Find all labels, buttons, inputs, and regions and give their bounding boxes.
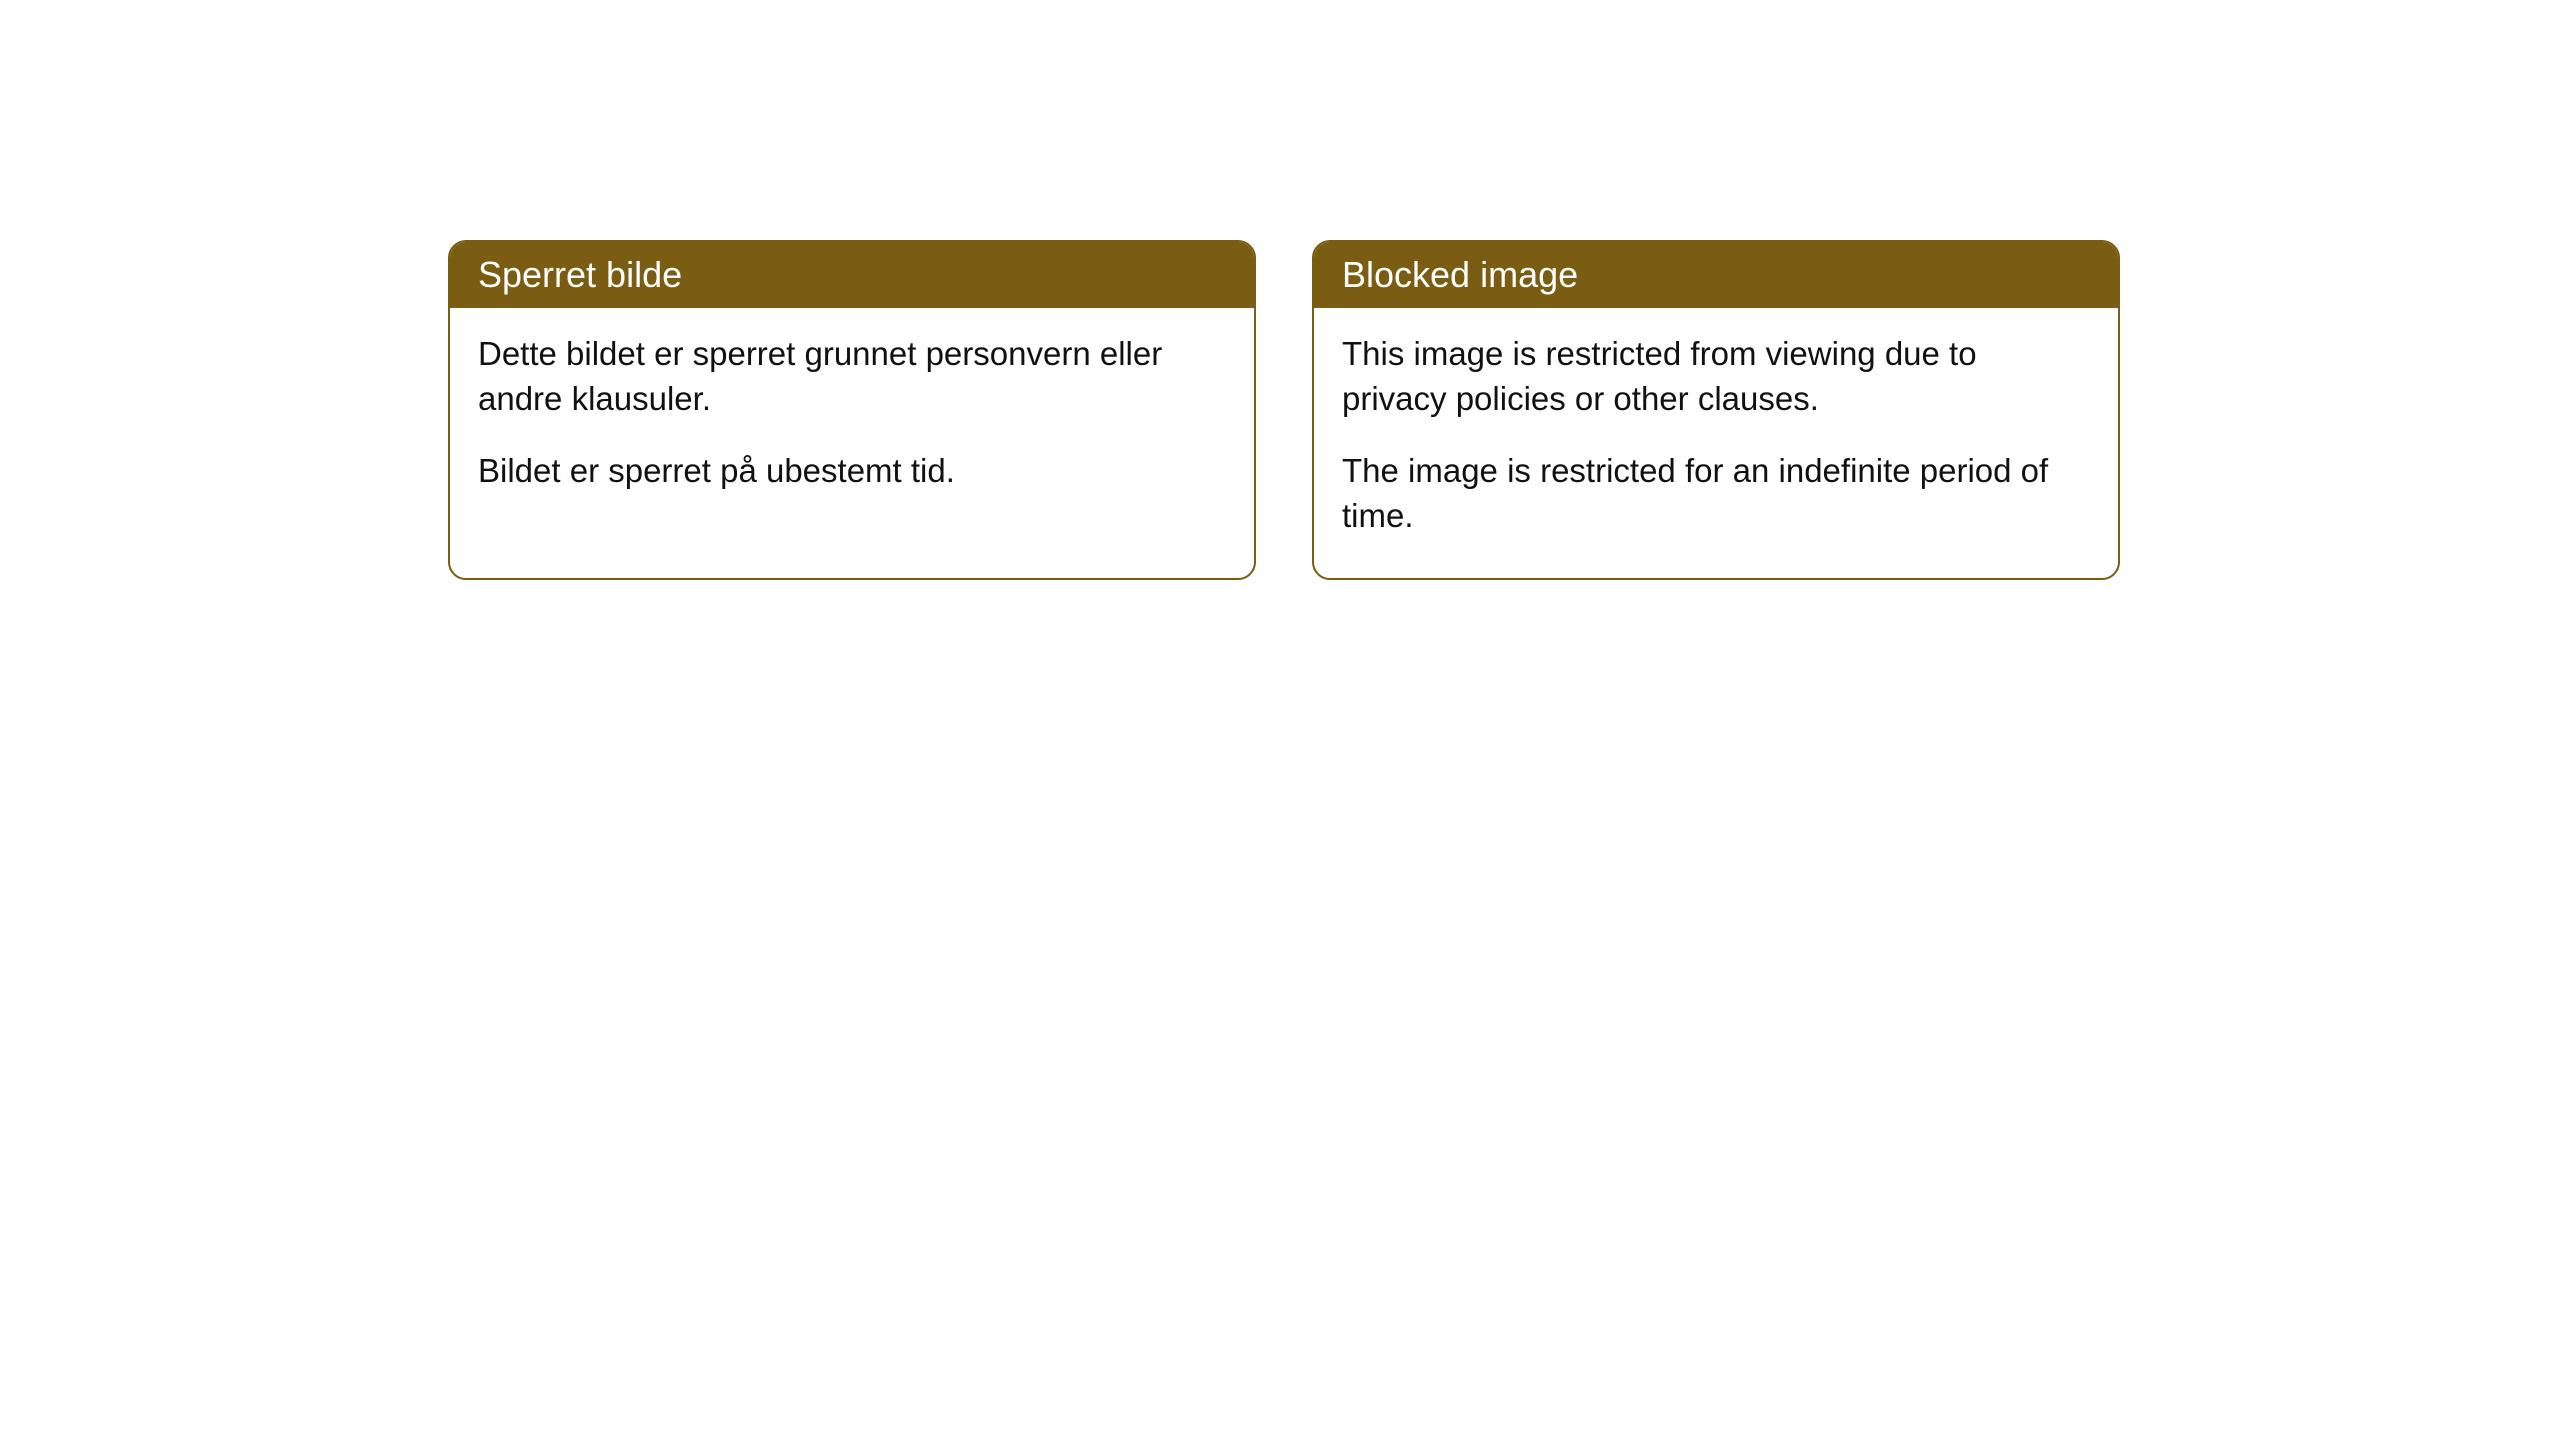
notice-cards-container: Sperret bilde Dette bildet er sperret gr… — [448, 240, 2120, 580]
card-header: Blocked image — [1314, 242, 2118, 308]
blocked-image-card-norwegian: Sperret bilde Dette bildet er sperret gr… — [448, 240, 1256, 580]
card-header: Sperret bilde — [450, 242, 1254, 308]
card-paragraph: Bildet er sperret på ubestemt tid. — [478, 449, 1226, 494]
card-paragraph: This image is restricted from viewing du… — [1342, 332, 2090, 421]
card-body: This image is restricted from viewing du… — [1314, 308, 2118, 578]
blocked-image-card-english: Blocked image This image is restricted f… — [1312, 240, 2120, 580]
card-paragraph: The image is restricted for an indefinit… — [1342, 449, 2090, 538]
card-body: Dette bildet er sperret grunnet personve… — [450, 308, 1254, 534]
card-paragraph: Dette bildet er sperret grunnet personve… — [478, 332, 1226, 421]
